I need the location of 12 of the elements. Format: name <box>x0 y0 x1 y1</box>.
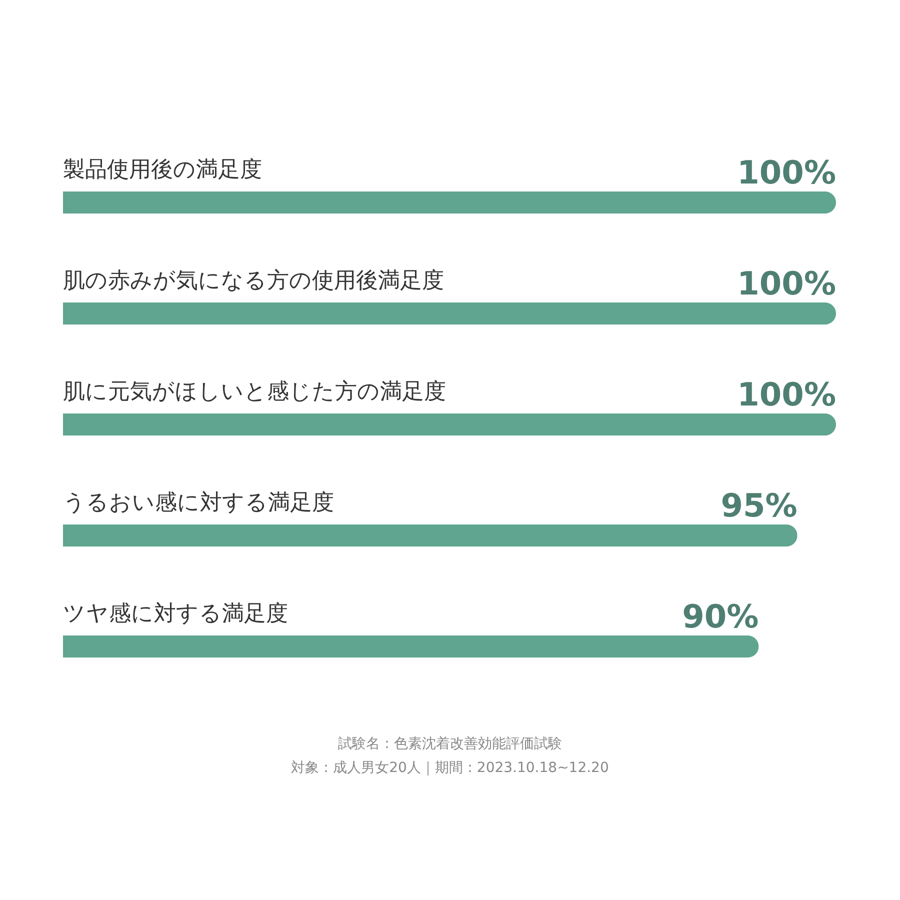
data-label: 100% <box>737 376 836 414</box>
y-tick-label: 製品使用後の満足度 <box>63 158 262 182</box>
text: 対象：成人男女20人｜期間：2023.10.18~12.20 <box>290 759 610 778</box>
y-tick-label: 肌の赤みが気になる方の使用後満足度 <box>63 268 444 294</box>
y-tick-label: うるおい感に対する満足度 <box>63 490 334 516</box>
text: 試験名：色素沈着改善効能評価試験 <box>337 735 563 754</box>
data-label: 100% <box>737 264 836 302</box>
y-tick-label: ツヤ感に対する満足度 <box>63 602 288 626</box>
data-label: 90% <box>682 598 759 636</box>
data-label: 95% <box>720 486 798 524</box>
y-tick-label: 肌に元気がほしいと感じた方の満足度 <box>63 380 446 404</box>
data-label: 100% <box>737 154 836 192</box>
